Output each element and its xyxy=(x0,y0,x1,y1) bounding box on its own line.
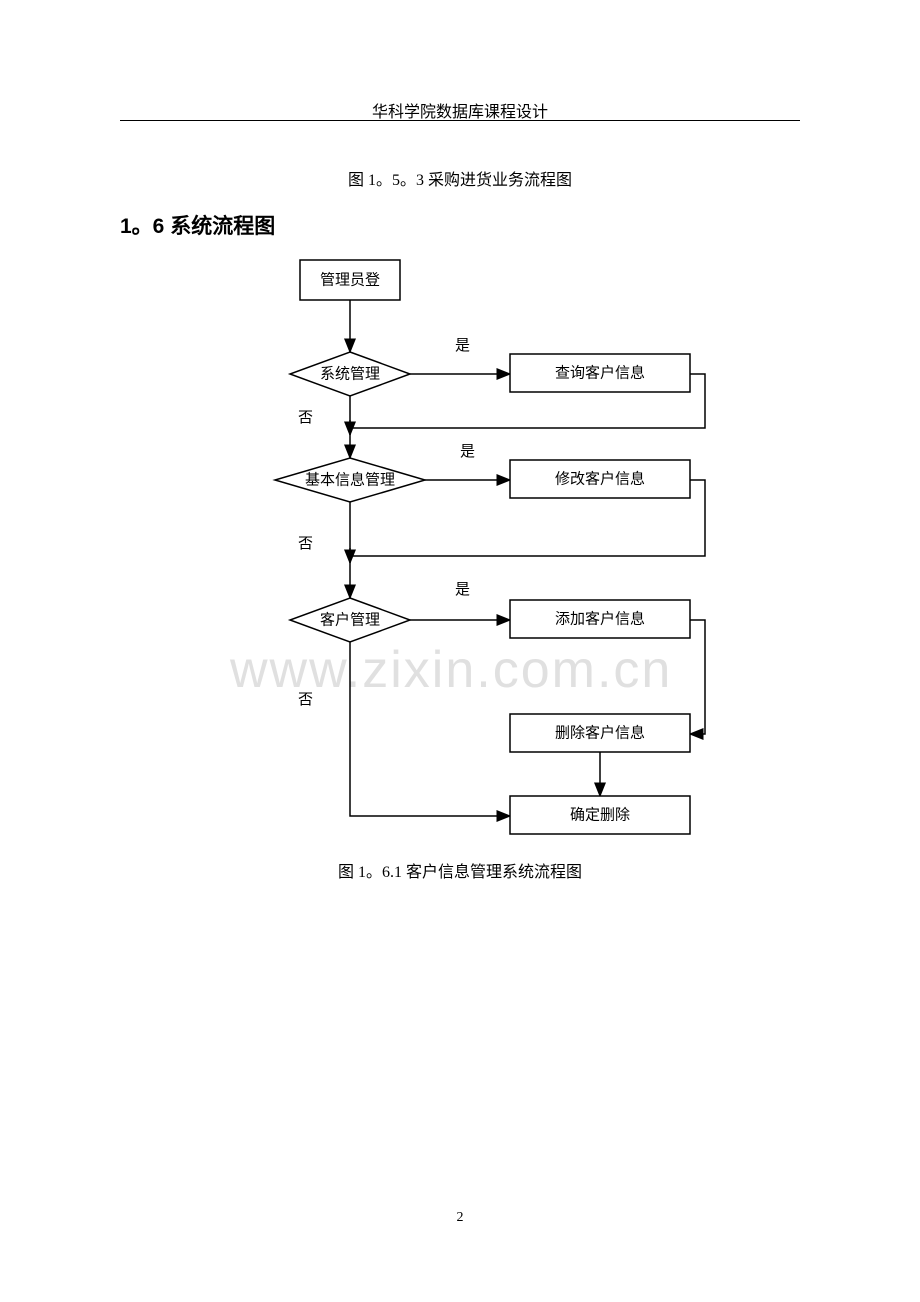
svg-text:是: 是 xyxy=(460,444,475,460)
header-text: 华科学院数据库课程设计 xyxy=(372,104,548,121)
svg-text:确定删除: 确定删除 xyxy=(570,806,630,823)
section-heading: 1。6 系统流程图 xyxy=(120,210,275,240)
caption-top-text: 图 1。5。3 采购进货业务流程图 xyxy=(348,172,572,189)
svg-text:基本信息管理: 基本信息管理 xyxy=(305,471,395,488)
flowchart-svg: 是否是否是否管理员登系统管理查询客户信息基本信息管理修改客户信息客户管理添加客户… xyxy=(250,250,750,840)
svg-text:否: 否 xyxy=(298,410,313,426)
svg-text:否: 否 xyxy=(298,692,313,708)
page-number: 2 xyxy=(0,1210,920,1226)
page-number-text: 2 xyxy=(457,1210,464,1225)
section-heading-text: 1。6 系统流程图 xyxy=(120,215,275,238)
svg-text:修改客户信息: 修改客户信息 xyxy=(555,470,645,487)
page-header: 华科学院数据库课程设计 xyxy=(0,98,920,122)
svg-text:客户管理: 客户管理 xyxy=(320,611,380,628)
svg-text:删除客户信息: 删除客户信息 xyxy=(555,724,645,741)
svg-text:管理员登: 管理员登 xyxy=(320,271,380,288)
flowchart: 是否是否是否管理员登系统管理查询客户信息基本信息管理修改客户信息客户管理添加客户… xyxy=(250,250,750,840)
svg-text:查询客户信息: 查询客户信息 xyxy=(555,364,645,381)
caption-bottom: 图 1。6.1 客户信息管理系统流程图 xyxy=(0,858,920,882)
caption-top: 图 1。5。3 采购进货业务流程图 xyxy=(0,166,920,190)
svg-text:添加客户信息: 添加客户信息 xyxy=(555,610,645,627)
svg-text:系统管理: 系统管理 xyxy=(320,365,380,382)
svg-text:否: 否 xyxy=(298,536,313,552)
svg-text:是: 是 xyxy=(455,338,470,354)
header-divider xyxy=(120,120,800,121)
caption-bottom-text: 图 1。6.1 客户信息管理系统流程图 xyxy=(338,864,582,881)
svg-text:是: 是 xyxy=(455,582,470,598)
